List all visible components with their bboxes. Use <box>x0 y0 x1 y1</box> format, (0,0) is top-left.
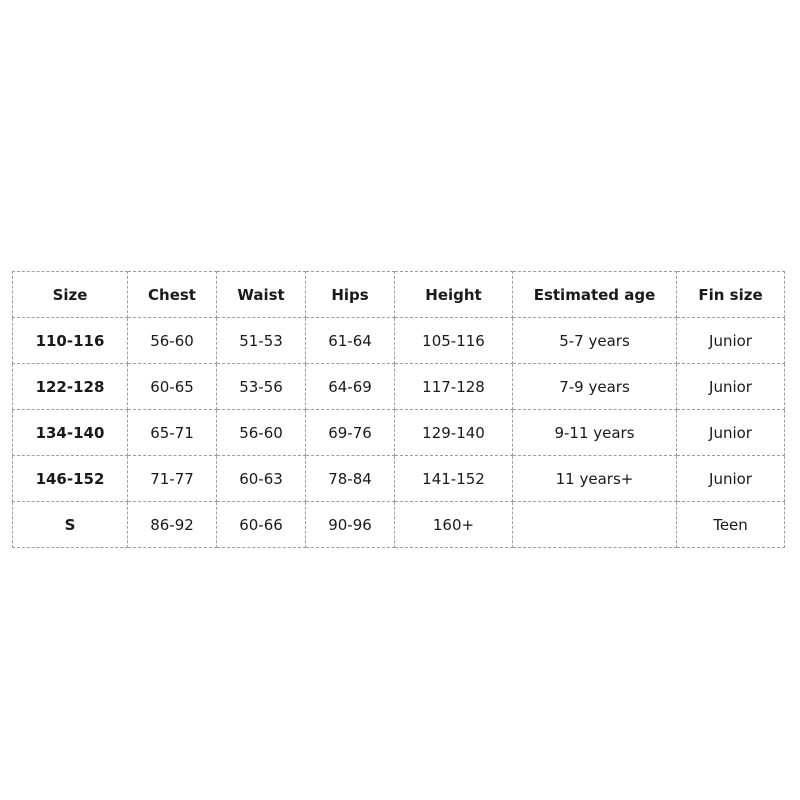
data-cell: 141-152 <box>394 455 513 502</box>
data-cell: 60-65 <box>127 363 217 410</box>
data-cell: 53-56 <box>216 363 306 410</box>
data-cell: 60-66 <box>216 501 306 548</box>
data-cell: 117-128 <box>394 363 513 410</box>
data-cell: 11 years+ <box>512 455 677 502</box>
table-row: 122-128 60-65 53-56 64-69 117-128 7-9 years Ju… <box>12 363 785 410</box>
data-cell: Junior <box>676 317 785 364</box>
data-cell: 78-84 <box>305 455 395 502</box>
data-cell: 65-71 <box>127 409 217 456</box>
data-cell: 64-69 <box>305 363 395 410</box>
size-chart-body: 110-116 56-60 51-53 61-64 105-116 5-7 years Ju… <box>12 317 785 548</box>
data-cell: 56-60 <box>216 409 306 456</box>
data-cell: 160+ <box>394 501 513 548</box>
column-header-estimated-age: Estimated age <box>512 271 677 318</box>
size-chart-table: Size Chest Waist Hips Height Estimated age Fin… <box>12 271 785 548</box>
data-cell: 56-60 <box>127 317 217 364</box>
data-cell: 90-96 <box>305 501 395 548</box>
data-cell: 5-7 years <box>512 317 677 364</box>
data-cell: 60-63 <box>216 455 306 502</box>
table-row: S 86-92 60-66 90-96 160+ Teen <box>12 501 785 548</box>
size-chart-header: Size Chest Waist Hips Height Estimated age Fin… <box>12 271 785 318</box>
size-cell: 110-116 <box>12 317 128 364</box>
data-cell: 105-116 <box>394 317 513 364</box>
data-cell: Junior <box>676 455 785 502</box>
column-header-height: Height <box>394 271 513 318</box>
column-header-waist: Waist <box>216 271 306 318</box>
column-header-chest: Chest <box>127 271 217 318</box>
data-cell <box>512 501 677 548</box>
data-cell: Teen <box>676 501 785 548</box>
size-cell: 122-128 <box>12 363 128 410</box>
data-cell: 69-76 <box>305 409 395 456</box>
size-cell: 146-152 <box>12 455 128 502</box>
header-row: Size Chest Waist Hips Height Estimated age Fin… <box>12 271 785 318</box>
column-header-hips: Hips <box>305 271 395 318</box>
data-cell: Junior <box>676 409 785 456</box>
column-header-fin-size: Fin size <box>676 271 785 318</box>
data-cell: 86-92 <box>127 501 217 548</box>
data-cell: Junior <box>676 363 785 410</box>
data-cell: 61-64 <box>305 317 395 364</box>
size-cell: S <box>12 501 128 548</box>
data-cell: 51-53 <box>216 317 306 364</box>
table-row: 146-152 71-77 60-63 78-84 141-152 11 years+ Ju… <box>12 455 785 502</box>
table-row: 134-140 65-71 56-60 69-76 129-140 9-11 years J… <box>12 409 785 456</box>
size-cell: 134-140 <box>12 409 128 456</box>
column-header-size: Size <box>12 271 128 318</box>
data-cell: 7-9 years <box>512 363 677 410</box>
data-cell: 9-11 years <box>512 409 677 456</box>
data-cell: 71-77 <box>127 455 217 502</box>
data-cell: 129-140 <box>394 409 513 456</box>
table-row: 110-116 56-60 51-53 61-64 105-116 5-7 years Ju… <box>12 317 785 364</box>
